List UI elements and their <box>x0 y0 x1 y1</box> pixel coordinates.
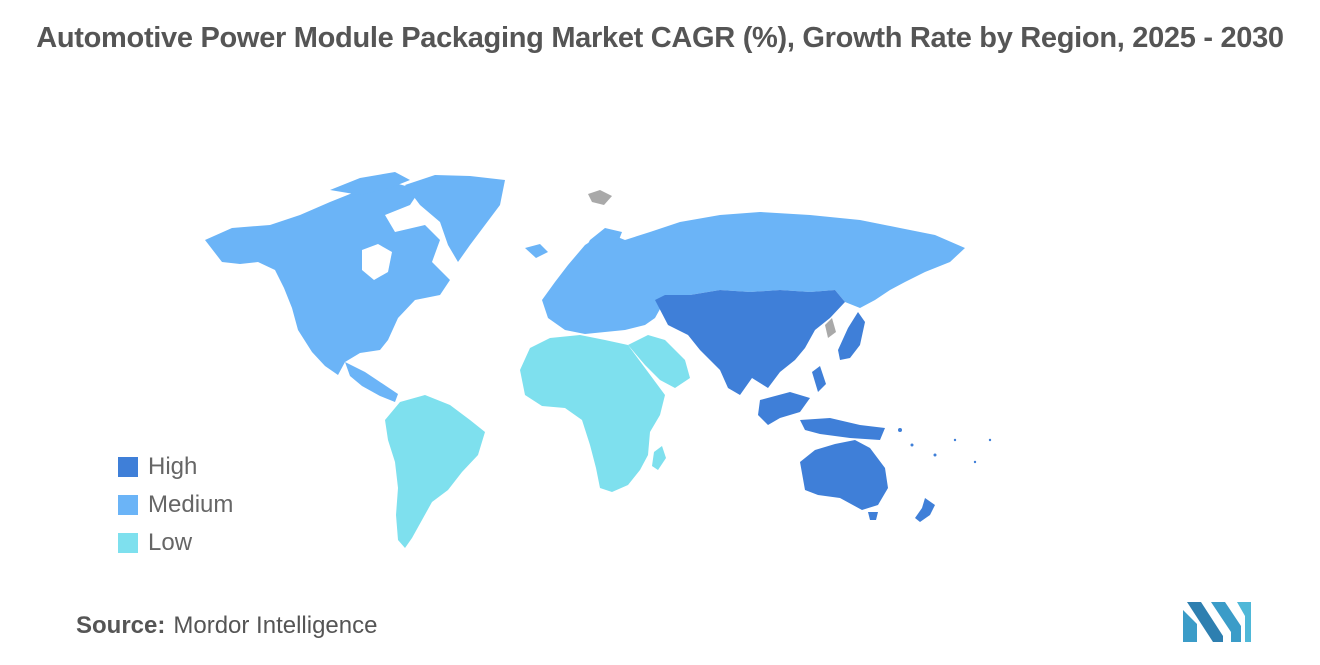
region-australia <box>800 440 888 510</box>
legend-item-high: High <box>118 448 233 486</box>
legend-swatch-low <box>118 533 138 553</box>
legend: High Medium Low <box>118 448 233 562</box>
legend-item-medium: Medium <box>118 486 233 524</box>
region-madagascar <box>652 446 666 470</box>
region-greenland <box>405 175 505 262</box>
region-japan <box>838 312 865 360</box>
source-value: Mordor Intelligence <box>173 612 378 639</box>
region-scandinavia <box>578 228 622 270</box>
legend-swatch-medium <box>118 495 138 515</box>
region-central-america <box>345 362 398 402</box>
region-iceland <box>525 244 548 258</box>
region-new-zealand <box>915 498 935 522</box>
region-korea <box>825 318 836 338</box>
legend-item-low: Low <box>118 524 233 562</box>
region-south-america <box>385 395 485 548</box>
region-africa <box>520 335 665 492</box>
region-middle-east <box>628 335 690 388</box>
region-philippines <box>812 366 826 392</box>
pacific-islands <box>898 428 992 464</box>
region-asia <box>655 290 845 395</box>
source-label: Source: <box>76 612 166 639</box>
source-line: Source: Mordor Intelligence <box>76 612 377 640</box>
legend-swatch-high <box>118 457 138 477</box>
region-north-america <box>205 183 450 375</box>
chart-title: Automotive Power Module Packaging Market… <box>36 22 1284 54</box>
region-europe-russia <box>542 212 965 334</box>
mordor-logo-icon <box>1183 602 1251 642</box>
region-indonesia <box>800 418 885 440</box>
legend-label-high: High <box>148 453 198 480</box>
legend-label-low: Low <box>148 529 193 556</box>
region-tasmania <box>868 512 878 520</box>
region-arctic-islands <box>330 172 410 195</box>
region-southeast-asia <box>758 392 810 425</box>
legend-label-medium: Medium <box>148 491 234 518</box>
region-svalbard <box>588 190 612 205</box>
hudson-bay <box>362 244 392 280</box>
